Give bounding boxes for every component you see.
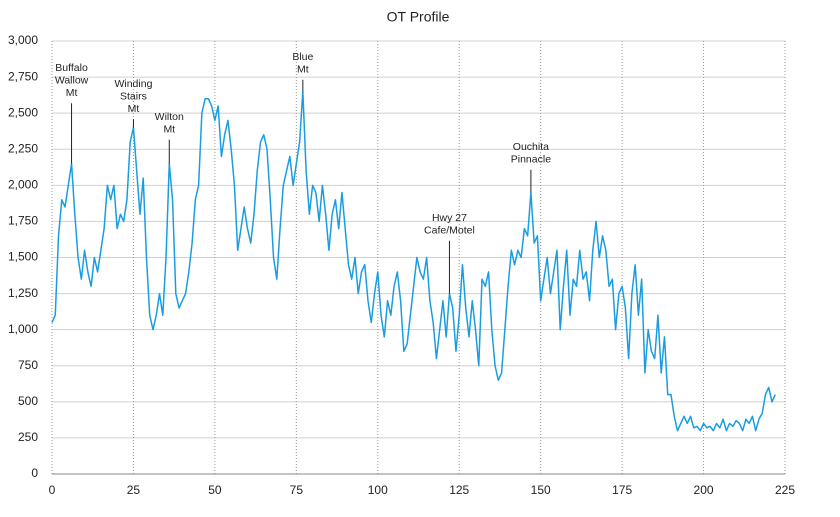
x-tick-label: 50 [208, 483, 222, 497]
annotation: Wilton [155, 111, 184, 123]
y-tick-label: 2,000 [8, 178, 38, 192]
y-tick-label: 1,750 [8, 214, 38, 228]
annotation: Blue [292, 51, 313, 63]
x-tick-label: 150 [531, 483, 551, 497]
y-tick-label: 1,500 [8, 250, 38, 264]
y-tick-label: 0 [31, 466, 38, 480]
chart-title: OT Profile [387, 9, 450, 25]
x-tick-label: 0 [49, 483, 56, 497]
annotation: Buffalo [55, 62, 88, 74]
annotation: Wallow [55, 74, 89, 86]
y-tick-label: 750 [18, 358, 38, 372]
y-tick-label: 2,750 [8, 69, 38, 83]
x-tick-label: 125 [449, 483, 469, 497]
annotation: Stairs [120, 90, 147, 102]
x-tick-label: 175 [612, 483, 632, 497]
x-tick-label: 100 [368, 483, 388, 497]
annotation: Mt [66, 87, 78, 99]
annotation: Winding [114, 78, 152, 90]
x-tick-label: 75 [290, 483, 304, 497]
annotation: Pinnacle [511, 153, 551, 165]
x-tick-label: 200 [694, 483, 714, 497]
x-tick-label: 225 [775, 483, 795, 497]
annotation: Cafe/Motel [424, 224, 475, 236]
y-tick-label: 2,500 [8, 105, 38, 119]
y-tick-label: 1,000 [8, 322, 38, 336]
y-tick-label: 1,250 [8, 286, 38, 300]
annotation: Mt [163, 123, 175, 135]
annotation: Ouchita [513, 141, 549, 153]
annotation: Mt [297, 63, 309, 75]
y-tick-label: 2,250 [8, 141, 38, 155]
y-tick-label: 3,000 [8, 33, 38, 47]
x-tick-label: 25 [127, 483, 141, 497]
line [51, 90, 776, 432]
annotation: Mt [128, 103, 140, 115]
y-tick-label: 250 [18, 430, 38, 444]
y-tick-label: 500 [18, 394, 38, 408]
annotation: Hwy 27 [432, 212, 467, 224]
